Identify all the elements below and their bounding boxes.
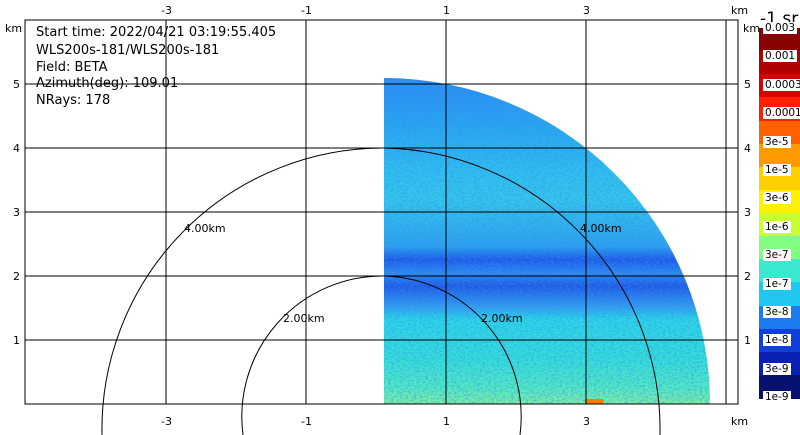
colorbar-label: 1e-5: [763, 164, 791, 176]
colorbar-segment: [759, 259, 800, 283]
instrument-text: WLS200s-181/WLS200s-181: [36, 43, 220, 58]
y-unit-left: km: [5, 22, 23, 35]
y-tick-right-2: 2: [744, 270, 751, 283]
colorbar-label: 1e-9: [763, 391, 791, 404]
colorbar-label: 3e-6: [763, 192, 791, 205]
ring-label-left-inner: 2.00km: [283, 312, 325, 325]
y-tick-right-4: 4: [744, 142, 751, 155]
x-tick-bottom-4: 3: [583, 415, 590, 428]
colorbar-label: 0.0001: [763, 107, 800, 120]
x-tick-bottom-2: -1: [301, 415, 312, 428]
ring-label-left-outer: 4.00km: [184, 222, 226, 235]
y-tick-right-1: 1: [744, 334, 751, 347]
colorbar-label: 3e-9: [763, 362, 791, 375]
azimuth-text: Azimuth(deg): 109.01: [36, 76, 179, 91]
reflectivity-sector: [384, 78, 710, 404]
colorbar-label: 1e-7: [763, 277, 791, 290]
x-unit-top: km: [731, 4, 749, 17]
y-tick-right-5: 5: [744, 78, 751, 91]
y-tick-left-2: 2: [13, 270, 20, 283]
colorbar-label: 3e-8: [763, 306, 791, 318]
y-tick-left-1: 1: [13, 334, 20, 347]
range-rings: [101, 147, 661, 435]
x-unit-bottom: km: [731, 415, 749, 428]
nrays-text: NRays: 178: [36, 93, 111, 108]
colorbar-label: 1e-6: [763, 220, 791, 233]
colorbar-segment: [759, 143, 800, 168]
y-tick-left-3: 3: [13, 206, 20, 219]
y-tick-left-4: 4: [13, 142, 20, 155]
colorbar-label: 3e-5: [763, 135, 791, 148]
x-tick-top-1: -3: [161, 4, 172, 17]
x-tick-bottom-3: 1: [443, 415, 450, 428]
x-tick-top-3: 1: [443, 4, 450, 17]
x-tick-top-2: -1: [301, 4, 312, 17]
x-tick-bottom-1: -3: [161, 415, 172, 428]
y-tick-right-3: 3: [744, 206, 751, 219]
colorbar-label: 0.0003: [763, 78, 800, 91]
colorbar-label: 1e-8: [763, 334, 791, 347]
y-unit-right: km: [743, 22, 761, 35]
ring-label-right-inner: 2.00km: [481, 312, 523, 325]
field-text: Field: BETA: [36, 60, 108, 75]
colorbar-label: 0.001: [763, 50, 798, 63]
colorbar-label: 3e-7: [763, 249, 791, 262]
colorbar-label: 0.003: [763, 22, 798, 34]
y-tick-left-5: 5: [13, 78, 20, 91]
x-tick-top-4: 3: [583, 4, 590, 17]
start-time-text: Start time: 2022/04/21 03:19:55.405: [36, 25, 277, 40]
ring-label-right-outer: 4.00km: [580, 222, 622, 235]
